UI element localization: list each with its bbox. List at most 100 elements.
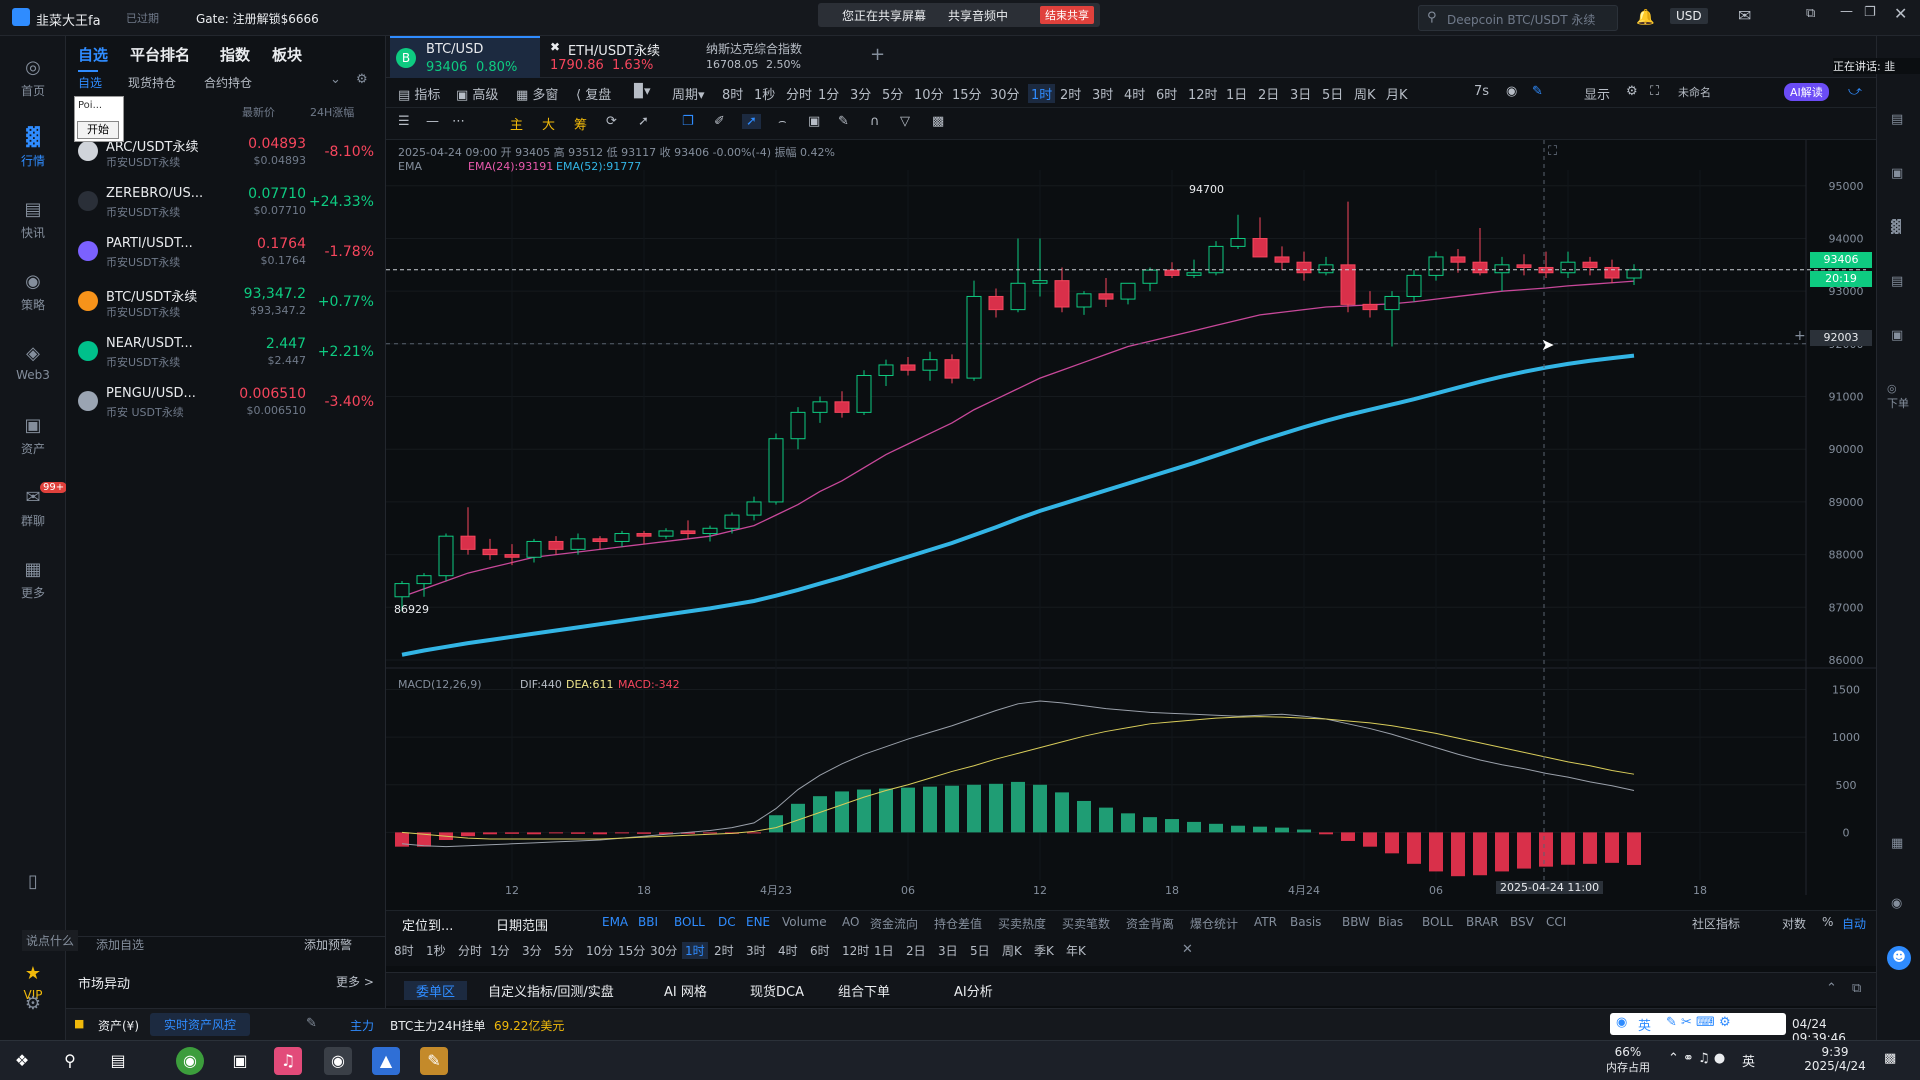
period-14[interactable]: 12时 — [1188, 88, 1218, 103]
browser-icon[interactable]: ◉ — [176, 1047, 204, 1075]
watch-row[interactable]: ZEREBRO/US... 币安USDT永续 0.07710 $0.07710 +24.… — [66, 178, 386, 228]
add-tab-icon[interactable]: + — [870, 44, 886, 65]
bottom-period-19[interactable]: 周K — [1002, 944, 1022, 958]
period-0[interactable]: 8时 — [722, 88, 744, 103]
tab-eth-usdt[interactable]: ✖ ETH/USDT永续 1790.86 1.63% — [550, 36, 700, 78]
music-app-icon[interactable]: ♫ — [274, 1047, 302, 1075]
period-16[interactable]: 2日 — [1258, 88, 1280, 103]
say-something-input[interactable]: 说点什么 — [22, 930, 79, 951]
nav-strategy[interactable]: ◉ 策略 — [0, 272, 66, 313]
indicator-13[interactable]: ATR — [1254, 915, 1277, 929]
bottom-period-7[interactable]: 15分 — [618, 944, 646, 958]
indicator-18[interactable]: BRAR — [1466, 915, 1499, 929]
chart-type-icon[interactable]: ▉▾ — [634, 84, 651, 99]
order-tab-3[interactable]: 现货DCA — [750, 985, 804, 1000]
ruler-icon[interactable]: ✐ — [714, 114, 725, 129]
indicator-button[interactable]: ▤ 指标 — [398, 88, 441, 103]
col-header-change[interactable]: 24H涨幅 — [310, 106, 355, 119]
nav-more[interactable]: ▦ 更多 — [0, 560, 66, 601]
more-dots-icon[interactable]: ⋯ — [452, 114, 465, 129]
indicator-5[interactable]: Volume — [782, 915, 827, 929]
clock[interactable]: 9:39 2025/4/24 — [1800, 1045, 1870, 1073]
pencil-icon[interactable]: ✎ — [1532, 84, 1543, 99]
indicator-12[interactable]: 爆仓统计 — [1190, 917, 1239, 931]
order-tab-2[interactable]: AI 网格 — [664, 985, 707, 1000]
search-box[interactable]: ⚲ Deepcoin BTC/USDT 永续 — [1418, 5, 1618, 31]
indicator-19[interactable]: BSV — [1510, 915, 1534, 929]
ime-lang[interactable]: 英 — [1638, 1019, 1652, 1034]
nav-vip[interactable]: ★ VIP — [0, 964, 66, 1003]
bottom-period-1[interactable]: 1秒 — [426, 944, 446, 958]
indicator-9[interactable]: 买卖热度 — [998, 917, 1047, 931]
trash-icon[interactable]: ▩ — [932, 114, 945, 129]
menu-icon[interactable]: ☰ — [398, 114, 410, 129]
main-button[interactable]: 主 — [510, 118, 524, 133]
depth-icon[interactable]: ▓ — [1891, 220, 1901, 235]
end-share-button[interactable]: 结束共享 — [1040, 6, 1094, 24]
wallet-icon[interactable]: ▣ — [1891, 328, 1904, 343]
bottom-period-16[interactable]: 2日 — [906, 944, 926, 958]
bottom-period-11[interactable]: 3时 — [746, 944, 766, 958]
indicator-14[interactable]: Basis — [1290, 915, 1322, 929]
meeting-app-icon[interactable]: ▲ — [372, 1047, 400, 1075]
period-8[interactable]: 30分 — [990, 88, 1020, 103]
period-10[interactable]: 2时 — [1060, 88, 1082, 103]
indicator-2[interactable]: BOLL — [674, 915, 705, 929]
add-watch-button[interactable]: 添加自选 — [96, 938, 145, 952]
risk-control-button[interactable]: 实时资产风控 — [150, 1013, 251, 1036]
magnet-icon[interactable]: ∩ — [870, 114, 880, 129]
cycle-icon[interactable]: ⟳ — [606, 114, 617, 129]
popout-icon[interactable]: ⧉ — [1806, 6, 1816, 21]
nav-home[interactable]: ◎ 首页 — [0, 58, 66, 99]
nav-chat[interactable]: ✉ 群聊 99+ — [0, 482, 68, 529]
settings-icon[interactable]: ⚙ — [1626, 84, 1638, 99]
large-button[interactable]: 大 — [542, 118, 556, 133]
period-1[interactable]: 1秒 — [754, 88, 776, 103]
trade-icon[interactable]: ▣ — [1891, 166, 1904, 181]
market-move-more[interactable]: 更多 > — [336, 975, 374, 989]
ema-label[interactable]: EMA — [398, 160, 422, 173]
place-order-icon[interactable]: ◎ 下单 — [1887, 382, 1909, 410]
watch-row[interactable]: PARTI/USDT... 币安USDT永续 0.1764 $0.1764 -1.78% — [66, 228, 386, 278]
lock-icon[interactable]: ▣ — [808, 114, 821, 129]
trading-app-icon[interactable]: ◉ — [324, 1047, 352, 1075]
refresh-interval[interactable]: 7s — [1474, 84, 1490, 99]
mail-icon[interactable]: ✉ — [1738, 6, 1752, 25]
expand-icon[interactable]: ⛶ — [1548, 144, 1558, 159]
layout-icon[interactable]: ▦ — [1891, 836, 1904, 851]
indicator-15[interactable]: BBW — [1342, 915, 1370, 929]
period-9[interactable]: 1时 — [1028, 84, 1056, 103]
currency-select[interactable]: USD — [1670, 8, 1708, 24]
watch-tab-index[interactable]: 指数 — [220, 46, 251, 64]
date-range-button[interactable]: 日期范围 — [496, 919, 549, 934]
gate-promo[interactable]: Gate: 注册解锁$6666 — [196, 12, 319, 26]
subtab-favorites[interactable]: 自选 — [78, 76, 103, 90]
period-19[interactable]: 周K — [1354, 88, 1376, 103]
bottom-period-5[interactable]: 5分 — [554, 944, 574, 958]
log-scale-button[interactable]: 对数 — [1782, 917, 1807, 931]
fullscreen-icon[interactable]: ⛶ — [1650, 84, 1660, 99]
indicator-16[interactable]: Bias — [1378, 915, 1404, 929]
copy-icon[interactable]: ❐ — [682, 114, 694, 129]
chart-canvas[interactable]: 8600087000880008900090000910009200093000… — [386, 140, 1876, 897]
popup-start-button[interactable]: 开始 — [77, 121, 119, 139]
indicator-3[interactable]: DC — [718, 915, 736, 929]
period-11[interactable]: 3时 — [1092, 88, 1114, 103]
search-icon[interactable]: ⚲ — [64, 1051, 76, 1070]
indicator-11[interactable]: 资金背离 — [1126, 917, 1175, 931]
indicator-7[interactable]: 资金流向 — [870, 917, 919, 931]
add-alert-button[interactable]: 添加预警 — [304, 938, 353, 952]
order-tab-0[interactable]: 委单区 — [404, 981, 468, 1000]
asset-label[interactable]: 资产(¥) — [98, 1019, 139, 1033]
task-view-icon[interactable]: ▤ — [110, 1051, 126, 1070]
share-icon[interactable]: ⤻ — [1848, 84, 1862, 99]
assistant-icon[interactable]: ☻ — [1887, 946, 1911, 970]
pattern-icon[interactable]: ⌢ — [778, 114, 787, 129]
order-tab-4[interactable]: 组合下单 — [838, 985, 891, 1000]
close-icon[interactable]: ✕ — [1894, 4, 1908, 23]
tray-ime[interactable]: 英 — [1742, 1055, 1756, 1070]
col-header-price[interactable]: 最新价 — [242, 106, 275, 119]
period-12[interactable]: 4时 — [1124, 88, 1146, 103]
subtab-spot[interactable]: 现货持仓 — [128, 76, 177, 90]
watch-row[interactable]: BTC/USDT永续 币安USDT永续 93,347.2 $93,347.2 +0.77… — [66, 278, 386, 328]
